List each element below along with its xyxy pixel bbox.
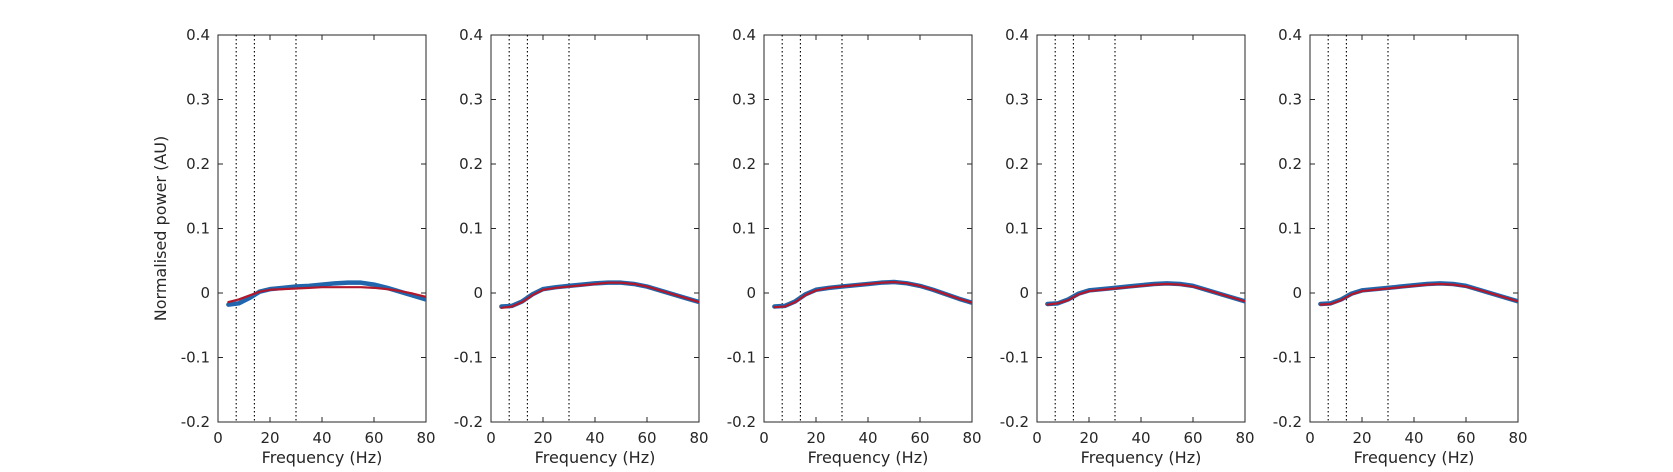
y-tick-label: 0.3: [1005, 91, 1029, 109]
y-tick-label: 0.2: [186, 155, 210, 173]
y-tick-label: 0: [473, 284, 483, 302]
y-tick-label: -0.1: [454, 349, 483, 367]
y-tick-label: 0.3: [186, 91, 210, 109]
x-axis-label: Frequency (Hz): [1081, 448, 1202, 467]
x-axis-label: Frequency (Hz): [535, 448, 656, 467]
y-tick-label: 0.4: [186, 26, 210, 44]
x-tick-label: 20: [260, 429, 279, 447]
x-tick-label: 20: [1352, 429, 1371, 447]
y-tick-label: 0.2: [1278, 155, 1302, 173]
y-tick-label: 0.1: [1005, 220, 1029, 238]
series-line-red: [1046, 282, 1245, 306]
x-tick-label: 20: [533, 429, 552, 447]
x-tick-label: 0: [759, 429, 769, 447]
series-line-red: [227, 286, 426, 304]
series-line-red: [773, 280, 972, 309]
panel-1: 0 20 40 60 80 -0.2 -0.1 0 0.1 0.2 0.3 0.4 Frequency …: [151, 26, 436, 467]
y-tick-label: 0.4: [459, 26, 483, 44]
x-tick-label: 60: [1456, 429, 1475, 447]
y-tick-label: 0.3: [459, 91, 483, 109]
y-tick-label: 0.4: [1278, 26, 1302, 44]
y-tick-label: 0.2: [1005, 155, 1029, 173]
y-tick-label: 0.1: [732, 220, 756, 238]
x-tick-label: 40: [1131, 429, 1150, 447]
panel-4: 0 20 40 60 80 -0.2 -0.1 0 0.1 0.2 0.3 0.4 Frequency …: [1000, 26, 1255, 467]
x-tick-label: 0: [1032, 429, 1042, 447]
y-tick-label: 0.4: [732, 26, 756, 44]
x-axis-label: Frequency (Hz): [808, 448, 929, 467]
x-tick-label: 20: [806, 429, 825, 447]
x-tick-label: 0: [213, 429, 223, 447]
x-tick-label: 0: [1305, 429, 1315, 447]
series-group: [1318, 281, 1518, 307]
y-tick-label: -0.1: [181, 349, 210, 367]
y-tick-label: -0.2: [181, 413, 210, 431]
y-tick-label: 0.3: [1278, 91, 1302, 109]
panel-2: 0 20 40 60 80 -0.2 -0.1 0 0.1 0.2 0.3 0.4 Frequency …: [454, 26, 709, 467]
x-tick-label: 60: [637, 429, 656, 447]
series-group: [499, 280, 699, 309]
x-tick-label: 40: [858, 429, 877, 447]
x-tick-label: 80: [962, 429, 981, 447]
series-group: [772, 279, 972, 309]
y-tick-label: 0: [1019, 284, 1029, 302]
x-tick-label: 60: [1183, 429, 1202, 447]
y-tick-label: -0.2: [454, 413, 483, 431]
panel-3: 0 20 40 60 80 -0.2 -0.1 0 0.1 0.2 0.3 0.4 Frequency …: [727, 26, 982, 467]
panel-5: 0 20 40 60 80 -0.2 -0.1 0 0.1 0.2 0.3 0.4 Frequency …: [1273, 26, 1528, 467]
series-line-red: [1319, 282, 1518, 306]
x-tick-label: 80: [416, 429, 435, 447]
x-tick-label: 0: [486, 429, 496, 447]
x-tick-label: 20: [1079, 429, 1098, 447]
y-tick-label: 0.4: [1005, 26, 1029, 44]
series-group: [1045, 281, 1245, 307]
y-tick-label: 0: [746, 284, 756, 302]
x-tick-label: 60: [364, 429, 383, 447]
x-tick-label: 80: [1508, 429, 1527, 447]
y-tick-label: -0.2: [1000, 413, 1029, 431]
x-tick-label: 80: [1235, 429, 1254, 447]
y-tick-label: -0.2: [1273, 413, 1302, 431]
y-tick-label: 0.2: [459, 155, 483, 173]
x-tick-label: 40: [312, 429, 331, 447]
x-axis-label: Frequency (Hz): [1354, 448, 1475, 467]
series-line-red: [500, 281, 699, 309]
x-tick-label: 40: [585, 429, 604, 447]
x-tick-label: 40: [1404, 429, 1423, 447]
y-tick-label: -0.1: [727, 349, 756, 367]
y-tick-label: 0.3: [732, 91, 756, 109]
x-tick-label: 80: [689, 429, 708, 447]
y-tick-label: 0.2: [732, 155, 756, 173]
y-tick-label: 0.1: [459, 220, 483, 238]
y-tick-label: 0.1: [186, 220, 210, 238]
y-tick-label: 0: [1292, 284, 1302, 302]
y-tick-label: -0.2: [727, 413, 756, 431]
x-axis-label: Frequency (Hz): [262, 448, 383, 467]
y-tick-label: 0.1: [1278, 220, 1302, 238]
y-tick-label: -0.1: [1273, 349, 1302, 367]
x-tick-label: 60: [910, 429, 929, 447]
panels: 0 20 40 60 80 -0.2 -0.1 0 0.1 0.2 0.3 0.4 Frequency …: [151, 26, 1528, 467]
y-tick-label: -0.1: [1000, 349, 1029, 367]
y-axis-label: Normalised power (AU): [151, 136, 170, 321]
series-group: [226, 280, 426, 307]
y-tick-label: 0: [200, 284, 210, 302]
